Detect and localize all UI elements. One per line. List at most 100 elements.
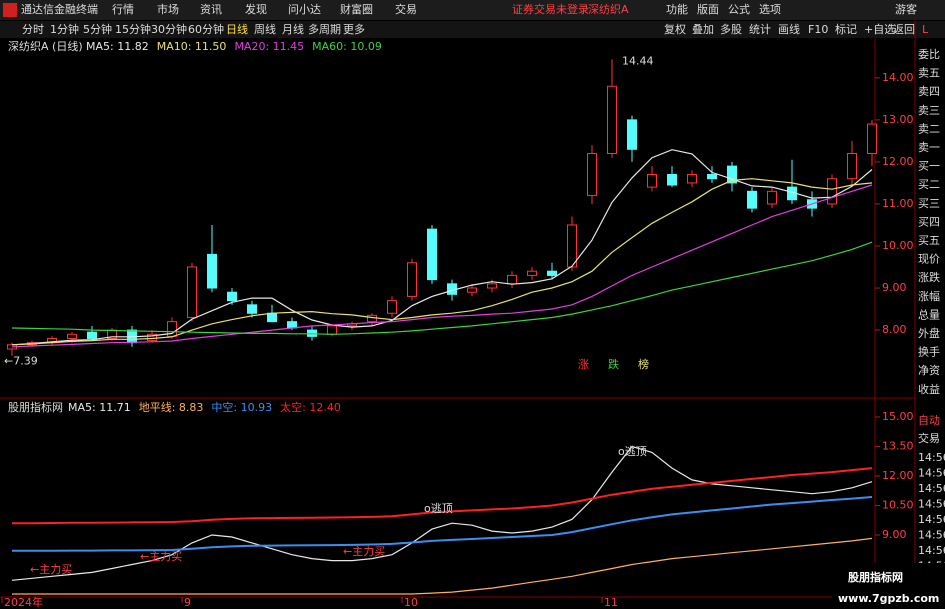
signal-label: o逃顶 (618, 445, 647, 458)
candle-body (727, 165, 737, 184)
series-line (11, 241, 873, 335)
candle-body (647, 174, 657, 188)
menu-item[interactable]: 市场 (157, 2, 179, 16)
tool-button[interactable]: 叠加 (692, 23, 714, 36)
quote-label: 卖二 (918, 122, 940, 135)
quote-label: 卖三 (918, 104, 940, 117)
watermark-box (832, 563, 945, 609)
quote-label: 卖五 (918, 67, 940, 80)
candle-body (547, 270, 557, 276)
y-tick-label: 10.50 (882, 499, 914, 512)
user-name[interactable]: 游客 (895, 2, 917, 16)
series-line (12, 537, 873, 595)
quote-label: 买一 (918, 160, 940, 173)
menu-item[interactable]: 财富圈 (340, 2, 373, 16)
legend-entry: 地平线: 8.83 (139, 400, 204, 414)
y-tick-label: 14.00 (882, 71, 914, 84)
y-tick-label: 11.00 (882, 197, 914, 210)
max-label: 14.44 (622, 54, 654, 67)
quote-label: 卖一 (918, 141, 940, 154)
series-line (12, 496, 873, 552)
tool-button[interactable]: 多股 (720, 22, 742, 36)
candle-body (627, 119, 637, 150)
panel-label: 交易 (918, 431, 940, 445)
menu-item[interactable]: 问小达 (288, 3, 321, 16)
tool-button[interactable]: 标记 (835, 22, 857, 36)
period-tab[interactable]: 周线 (254, 22, 276, 36)
period-tab[interactable]: 60分钟 (188, 22, 224, 36)
quote-label: 买二 (918, 178, 940, 191)
candle-body (667, 174, 677, 186)
menu-item[interactable]: 交易 (395, 2, 417, 16)
quote-label: 买五 (918, 234, 940, 247)
period-tab[interactable]: 多周期 (308, 22, 341, 36)
y-tick-label: 8.00 (882, 323, 907, 336)
candle-body (587, 153, 597, 197)
tool-button[interactable]: 返回 (893, 23, 915, 36)
candle-body (767, 190, 777, 205)
tool-button[interactable]: 统计 (749, 23, 771, 36)
x-tick-label: 10 (404, 596, 418, 609)
period-tab[interactable]: 5分钟 (83, 22, 112, 36)
candle-body (507, 274, 517, 285)
menu-item[interactable]: 行情 (112, 3, 134, 16)
panel-title: 深纺织A (日线) (8, 39, 83, 53)
candle-body (87, 331, 97, 339)
tool-button[interactable]: 复权 (664, 22, 686, 36)
period-tab[interactable]: 分时 (22, 23, 44, 36)
candle-body (527, 270, 537, 276)
series-line (11, 445, 873, 581)
signal-label: ←主力买 (30, 563, 72, 576)
tool-button[interactable]: 画线 (778, 22, 800, 36)
menu-item[interactable]: 版面 (697, 2, 719, 16)
y-tick-label: 13.00 (882, 113, 914, 126)
candle-body (747, 190, 757, 209)
x-tick-label: 2024年 (4, 595, 43, 609)
candle-body (207, 253, 217, 289)
time-label: 14:56 (918, 467, 945, 480)
menu-item[interactable]: 选项 (759, 3, 781, 16)
y-tick-label: 12.00 (882, 155, 914, 168)
quote-label: 涨幅 (918, 290, 940, 303)
y-tick-label: 13.50 (882, 439, 914, 452)
period-tab[interactable]: 1分钟 (50, 22, 79, 36)
legend-entry: MA60: 10.09 (312, 40, 382, 53)
candle-body (387, 300, 397, 314)
quote-label: 买三 (918, 197, 940, 210)
corner-label: L (922, 23, 929, 36)
signal-label: o逃顶 (424, 502, 453, 515)
tool-button[interactable]: +自选 (864, 23, 895, 36)
menu-item[interactable]: 资讯 (200, 3, 222, 16)
legend-entry: 中空: 10.93 (211, 400, 272, 414)
time-label: 14:56 (918, 451, 945, 464)
quote-label: 涨跌 (918, 270, 940, 284)
menu-item[interactable]: 发现 (245, 2, 267, 16)
menu-item[interactable]: 公式 (728, 3, 750, 16)
period-tab[interactable]: 30分钟 (151, 22, 187, 36)
quote-label: 买四 (918, 215, 940, 228)
candle-body (67, 333, 77, 339)
candle-body (227, 291, 237, 302)
period-tab[interactable]: 更多 (343, 22, 365, 36)
period-tab[interactable]: 日线 (226, 22, 248, 36)
candle-body (267, 312, 277, 323)
tool-button[interactable]: F10 (808, 23, 828, 36)
login-status[interactable]: 证券交易未登录 (512, 2, 589, 16)
period-tab[interactable]: 15分钟 (115, 22, 151, 36)
candle-body (567, 224, 577, 268)
quote-label: 换手 (918, 345, 940, 359)
y-tick-label: 9.00 (882, 528, 907, 541)
legend-entry: MA5: 11.71 (68, 401, 131, 414)
rank-label: 榜 (638, 357, 649, 371)
candle-body (327, 325, 337, 335)
time-label: 14:56 (918, 498, 945, 511)
legend-entry: MA10: 11.50 (157, 40, 227, 53)
menu-item[interactable]: 功能 (666, 2, 688, 16)
quote-label: 外盘 (918, 326, 940, 340)
x-tick-label: 9 (184, 596, 191, 609)
logo-icon (3, 3, 17, 17)
candle-body (367, 314, 377, 323)
period-tab[interactable]: 月线 (282, 22, 304, 36)
signal-label: ←主力买 (343, 545, 385, 558)
